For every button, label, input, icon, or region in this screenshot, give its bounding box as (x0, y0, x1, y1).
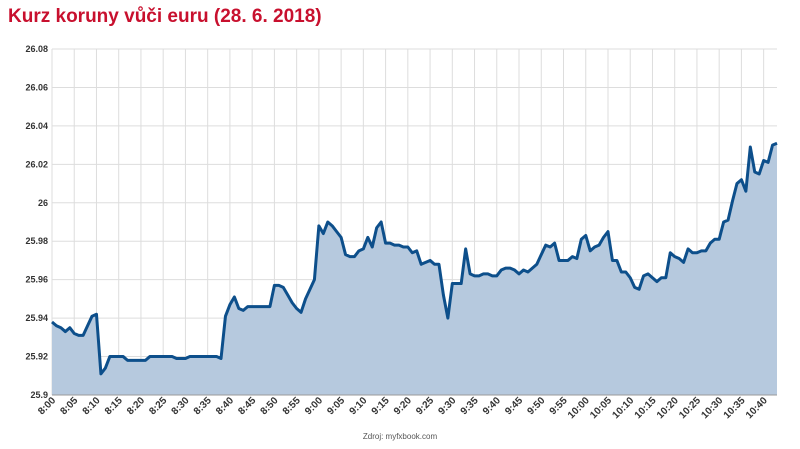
x-tick-label: 10:20 (655, 395, 681, 421)
x-tick-label: 8:35 (192, 395, 214, 417)
x-tick-label: 10:00 (566, 395, 592, 421)
x-tick-label: 9:10 (348, 395, 370, 417)
y-tick-label: 25.98 (25, 236, 48, 246)
y-tick-label: 26.04 (25, 121, 48, 131)
y-tick-label: 25.96 (25, 275, 48, 285)
y-tick-label: 25.92 (25, 352, 48, 362)
x-tick-label: 9:20 (392, 395, 414, 417)
series-line (51, 141, 778, 376)
x-tick-label: 9:00 (303, 395, 325, 417)
x-tick-label: 10:35 (722, 395, 748, 421)
x-tick-label: 8:05 (58, 395, 80, 417)
x-axis-ticks: 8:00 8:05 8:10 8:15 8:20 8:25 8:30 8:35 8:40 8:45… (36, 395, 770, 421)
x-tick-label: 8:55 (281, 395, 303, 417)
y-tick-label: 26.08 (25, 44, 48, 54)
y-tick-label: 25.9 (30, 390, 48, 400)
x-tick-label: 8:30 (170, 395, 192, 417)
x-tick-label: 8:20 (125, 395, 147, 417)
x-tick-label: 8:45 (236, 395, 258, 417)
x-tick-label: 8:15 (103, 395, 125, 417)
y-tick-label: 26 (38, 198, 48, 208)
x-tick-label: 9:25 (414, 395, 436, 417)
chart-title: Kurz koruny vůči euru (28. 6. 2018) (8, 6, 322, 27)
x-tick-label: 9:35 (459, 395, 481, 417)
y-axis-ticks: 26.08 26.06 26.04 26.02 26 25.98 25.96 25.94 25.… (25, 44, 48, 400)
x-tick-label: 10:40 (744, 395, 770, 421)
x-tick-label: 9:05 (325, 395, 347, 417)
x-tick-label: 9:40 (481, 395, 503, 417)
x-tick-label: 8:50 (259, 395, 281, 417)
x-tick-label: 10:15 (633, 395, 659, 421)
y-tick-label: 26.06 (25, 82, 48, 92)
y-tick-label: 26.02 (25, 159, 48, 169)
x-tick-label: 8:25 (147, 395, 169, 417)
x-tick-label: 8:40 (214, 395, 236, 417)
series-area-fill (52, 143, 777, 395)
x-tick-label: 10:10 (610, 395, 636, 421)
y-tick-label: 25.94 (25, 313, 48, 323)
x-tick-label: 9:30 (436, 395, 458, 417)
x-tick-label: 10:05 (588, 395, 614, 421)
x-tick-label: 10:30 (699, 395, 725, 421)
x-tick-label: 9:15 (370, 395, 392, 417)
x-tick-label: 9:45 (503, 395, 525, 417)
x-tick-label: 9:50 (525, 395, 547, 417)
x-tick-label: 10:25 (677, 395, 703, 421)
source-note: Zdroj: myfxbook.com (362, 432, 438, 441)
x-tick-label: 8:10 (81, 395, 103, 417)
